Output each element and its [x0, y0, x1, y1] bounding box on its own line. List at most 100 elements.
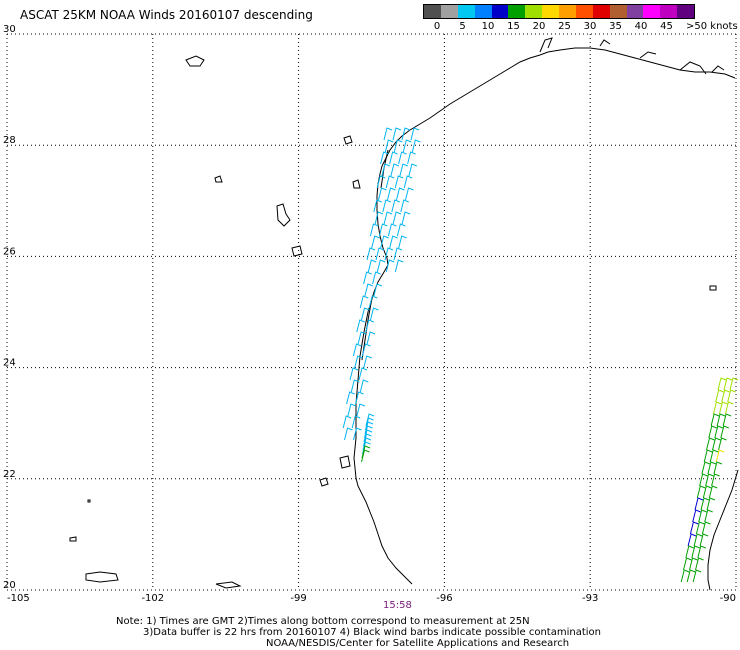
legend-swatch — [491, 5, 509, 18]
wind-barb — [699, 533, 709, 547]
coastline-louisiana — [575, 47, 736, 79]
wind-barb — [382, 199, 391, 213]
wind-barb — [349, 367, 359, 381]
wind-barb — [724, 401, 734, 415]
wind-barb — [720, 425, 729, 439]
wind-barb — [691, 545, 700, 559]
wind-barb — [387, 187, 396, 201]
wind-barb — [729, 377, 739, 391]
wind-barb — [385, 175, 395, 189]
wind-barb — [403, 175, 413, 189]
wind-barb — [689, 557, 698, 571]
wind-barb — [366, 247, 376, 261]
legend-swatch — [542, 5, 559, 18]
longitude-label: -102 — [141, 593, 164, 604]
wind-barb — [375, 247, 385, 261]
wind-barb — [704, 509, 713, 523]
note-line-3: NOAA/NESDIS/Center for Satellite Applica… — [266, 638, 570, 649]
wind-barb — [353, 427, 362, 441]
wind-barb — [693, 533, 703, 547]
longitude-label: -96 — [436, 593, 452, 604]
legend-swatch — [525, 5, 543, 18]
wind-barb — [359, 295, 369, 309]
wind-barb — [363, 271, 372, 285]
wind-barb — [702, 485, 712, 499]
wind-barb — [398, 235, 407, 249]
island-5 — [85, 571, 119, 583]
wind-barb — [709, 449, 719, 463]
legend-tick-label: 0 — [433, 21, 441, 32]
wind-barb — [387, 223, 397, 237]
coastline-yucatan — [707, 469, 739, 591]
coastline-louisiana-bays — [539, 37, 725, 75]
island-1 — [343, 135, 353, 145]
wind-barb — [407, 151, 416, 165]
wind-barb — [699, 473, 708, 487]
wind-barb — [383, 127, 393, 141]
legend-swatch — [660, 5, 678, 18]
wind-barb — [392, 127, 402, 141]
island-8 — [709, 285, 717, 291]
wind-barb — [701, 461, 711, 475]
pass-time-label: 15:58 — [383, 600, 412, 611]
wind-barb — [365, 319, 374, 333]
wind-barb — [391, 199, 400, 213]
wind-barb — [697, 545, 706, 559]
legend-tick-label: 25 — [558, 21, 571, 32]
wind-barb — [722, 413, 732, 427]
wind-barb — [718, 437, 727, 451]
longitude-label: -93 — [582, 593, 598, 604]
latitude-label: 28 — [3, 135, 16, 146]
wind-barb — [389, 235, 398, 249]
wind-barb — [374, 211, 384, 225]
wind-barb — [370, 307, 379, 321]
wind-barb — [380, 235, 389, 249]
wind-barb — [342, 415, 352, 429]
wind-barb — [680, 569, 690, 583]
wind-barb — [705, 473, 714, 487]
wind-barb — [411, 139, 421, 153]
wind-barb — [366, 331, 376, 345]
wind-barb — [371, 235, 380, 249]
island-7 — [69, 536, 77, 542]
wind-barb — [358, 367, 368, 381]
wind-barb — [708, 425, 717, 439]
wind-barb — [410, 127, 420, 141]
latitude-label: 22 — [3, 469, 16, 480]
wind-barb — [712, 437, 721, 451]
legend-swatch — [575, 5, 593, 18]
wind-barb — [378, 187, 387, 201]
wind-barb — [384, 139, 394, 153]
legend-tick-label: 20 — [532, 21, 546, 32]
wind-barb — [689, 521, 699, 535]
wind-barb — [402, 139, 412, 153]
wind-barb — [706, 497, 716, 511]
wind-barb — [361, 307, 370, 321]
wind-barb — [368, 295, 378, 309]
wind-barb — [359, 379, 369, 393]
lat-lon-grid — [6, 33, 737, 591]
wind-barb — [405, 187, 414, 201]
wind-barb — [721, 389, 730, 403]
legend-last-label: >50 knots — [686, 21, 738, 32]
legend-tick-label: 40 — [634, 21, 648, 32]
wind-barb — [695, 557, 704, 571]
legend-swatch — [508, 5, 526, 18]
wind-barb — [364, 283, 374, 297]
legend-swatch — [559, 5, 576, 18]
wind-barb — [396, 223, 406, 237]
wind-barb — [401, 211, 411, 225]
coastline-gulf — [353, 47, 576, 585]
legend-swatch — [643, 5, 661, 18]
wind-barb — [396, 187, 405, 201]
wind-barb — [716, 413, 726, 427]
wind-barb — [400, 199, 409, 213]
wind-barb — [378, 223, 388, 237]
longitude-label: -99 — [290, 593, 306, 604]
latitude-label: 20 — [3, 580, 16, 591]
wind-barb — [703, 449, 713, 463]
legend-swatch — [592, 5, 610, 18]
wind-barb — [346, 391, 355, 405]
legend-swatch — [609, 5, 627, 18]
